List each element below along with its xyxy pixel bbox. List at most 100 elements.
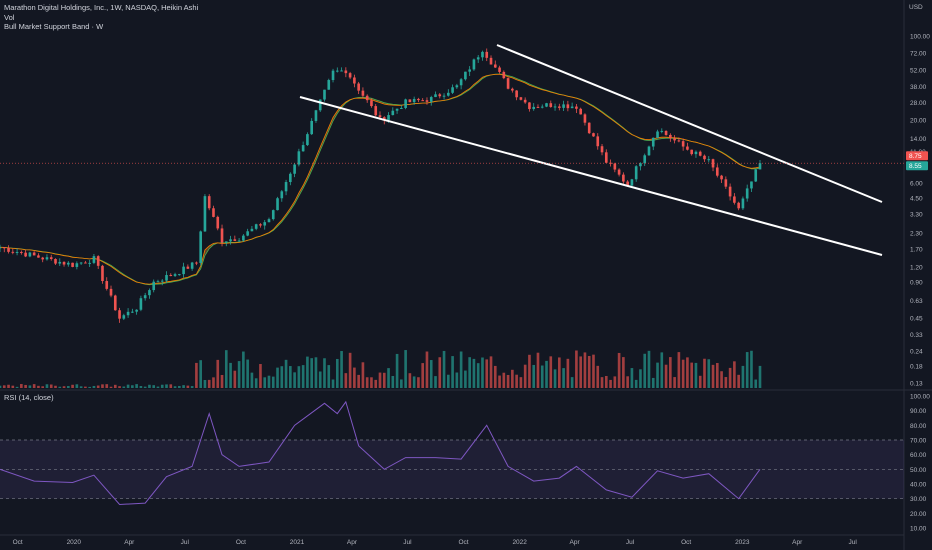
volume-bar[interactable] [195, 362, 198, 388]
volume-bar[interactable] [126, 384, 130, 388]
candle-body[interactable] [690, 149, 694, 155]
volume-bar[interactable] [587, 356, 591, 388]
volume-bar[interactable] [604, 375, 608, 388]
volume-bar[interactable] [515, 374, 518, 388]
volume-bar[interactable] [536, 352, 540, 388]
candle-body[interactable] [634, 166, 638, 180]
volume-bar[interactable] [613, 376, 617, 388]
volume-bar[interactable] [511, 369, 514, 388]
candle-body[interactable] [476, 57, 480, 60]
volume-bar[interactable] [553, 369, 557, 388]
candle-body[interactable] [199, 231, 202, 263]
candle-body[interactable] [220, 228, 224, 243]
candle-body[interactable] [515, 90, 518, 98]
volume-bar[interactable] [242, 351, 245, 388]
candle-body[interactable] [438, 94, 442, 97]
candle-body[interactable] [113, 295, 117, 311]
candle-body[interactable] [186, 266, 190, 269]
candle-body[interactable] [451, 87, 454, 93]
candle-body[interactable] [216, 216, 220, 229]
candle-body[interactable] [643, 155, 647, 164]
candle-body[interactable] [233, 239, 237, 241]
candle-body[interactable] [224, 241, 228, 243]
candle-body[interactable] [122, 315, 126, 319]
candle-body[interactable] [532, 106, 536, 110]
volume-bar[interactable] [203, 379, 207, 388]
volume-bar[interactable] [425, 351, 429, 388]
volume-bar[interactable] [694, 362, 698, 388]
volume-bar[interactable] [459, 351, 463, 388]
volume-bar[interactable] [122, 386, 126, 388]
candle-body[interactable] [229, 239, 232, 242]
candle-body[interactable] [148, 290, 151, 296]
volume-bar[interactable] [7, 384, 10, 388]
volume-bar[interactable] [472, 358, 476, 388]
candle-body[interactable] [344, 70, 348, 74]
volume-bar[interactable] [186, 385, 190, 388]
volume-bar[interactable] [464, 370, 467, 388]
volume-bar[interactable] [476, 363, 480, 388]
candle-body[interactable] [246, 231, 249, 236]
candle-body[interactable] [293, 164, 296, 174]
volume-bar[interactable] [519, 377, 523, 388]
candle-body[interactable] [669, 134, 672, 139]
candle-body[interactable] [434, 94, 437, 98]
candle-body[interactable] [429, 97, 433, 102]
candle-body[interactable] [45, 257, 49, 260]
candle-body[interactable] [370, 100, 373, 107]
candle-body[interactable] [677, 140, 681, 142]
volume-bar[interactable] [391, 375, 395, 388]
volume-bar[interactable] [664, 364, 668, 388]
candle-body[interactable] [314, 110, 318, 121]
volume-bar[interactable] [540, 365, 544, 388]
candle-body[interactable] [442, 95, 446, 97]
volume-bar[interactable] [592, 354, 595, 388]
bull-band-indicator-label[interactable]: Bull Market Support Band · W [4, 22, 104, 31]
volume-bar[interactable] [374, 379, 378, 388]
volume-bar[interactable] [105, 384, 109, 388]
candle-body[interactable] [622, 174, 625, 182]
candle-body[interactable] [502, 71, 506, 79]
candle-body[interactable] [306, 134, 309, 146]
volume-bar[interactable] [113, 384, 117, 388]
volume-bar[interactable] [481, 357, 484, 388]
volume-bar[interactable] [707, 359, 711, 388]
volume-bar[interactable] [276, 367, 279, 388]
volume-bar[interactable] [2, 385, 6, 388]
volume-bar[interactable] [37, 385, 40, 388]
volume-bar[interactable] [382, 372, 386, 388]
volume-bar[interactable] [293, 372, 296, 388]
volume-bar[interactable] [297, 366, 301, 388]
volume-bar[interactable] [660, 352, 664, 388]
volume-bar[interactable] [216, 359, 220, 388]
candle-body[interactable] [131, 311, 134, 313]
candle-body[interactable] [207, 196, 211, 209]
volume-bar[interactable] [348, 352, 352, 388]
candle-body[interactable] [203, 196, 207, 232]
candle-body[interactable] [92, 256, 96, 263]
candle-body[interactable] [408, 99, 412, 103]
volume-bar[interactable] [160, 384, 164, 388]
candle-body[interactable] [600, 146, 604, 153]
candle-body[interactable] [596, 136, 600, 147]
volume-bar[interactable] [79, 386, 83, 388]
volume-bar[interactable] [96, 385, 100, 388]
volume-bar[interactable] [365, 377, 369, 388]
volume-bar[interactable] [750, 350, 753, 388]
volume-bar[interactable] [724, 377, 728, 388]
volume-bar[interactable] [400, 379, 403, 388]
volume-bar[interactable] [745, 352, 749, 388]
upper-trendline[interactable] [496, 44, 883, 203]
volume-bar[interactable] [570, 377, 574, 388]
volume-bar[interactable] [327, 365, 331, 388]
candle-body[interactable] [335, 70, 339, 72]
volume-bar[interactable] [199, 360, 202, 388]
volume-bar[interactable] [698, 375, 702, 388]
candle-body[interactable] [400, 107, 403, 109]
volume-bar[interactable] [335, 358, 339, 388]
volume-bar[interactable] [24, 384, 27, 388]
candle-body[interactable] [673, 138, 676, 141]
volume-bar[interactable] [237, 361, 241, 388]
volume-bar[interactable] [741, 365, 745, 388]
